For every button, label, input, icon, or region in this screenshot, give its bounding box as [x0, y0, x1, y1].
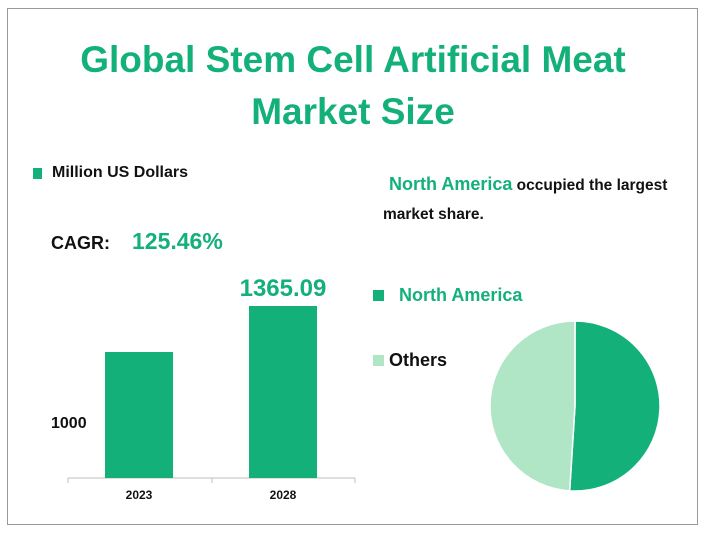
- pie-legend-label: North America: [399, 285, 523, 305]
- pie-legend-label: Others: [389, 350, 448, 370]
- pie-legend-item-north-america: North America: [373, 285, 522, 306]
- legend-swatch-others-icon: [373, 355, 384, 366]
- market-note-highlight: North America: [389, 174, 513, 194]
- market-note: North America occupied the largest marke…: [383, 170, 683, 229]
- page-title: Global Stem Cell Artificial Meat Market …: [0, 34, 706, 138]
- cagr-block: CAGR: 125.46%: [51, 228, 223, 255]
- pie-slice-others: [489, 320, 576, 492]
- cagr-label: CAGR:: [51, 233, 110, 253]
- x-tick-label-2028: 2028: [270, 488, 297, 502]
- cagr-value: 125.46%: [132, 228, 223, 254]
- pie-slice-north-america: [568, 320, 661, 492]
- data-label-2028: 1365.09: [240, 275, 327, 302]
- legend-swatch-icon: [33, 167, 42, 179]
- legend-swatch-north-america-icon: [373, 290, 384, 301]
- bar-legend: Million US Dollars: [33, 164, 188, 182]
- bar-2023: [105, 352, 173, 478]
- data-label-2023: 1000: [51, 415, 87, 432]
- market-note-text: occupied the largest market share.: [383, 177, 668, 223]
- pie-legend-item-others: Others: [373, 350, 447, 371]
- title-line-1: Global Stem Cell Artificial Meat: [80, 39, 626, 80]
- bar-2028: [249, 306, 317, 478]
- title-line-2: Market Size: [251, 91, 455, 132]
- legend-label-unit: Million US Dollars: [52, 164, 189, 181]
- x-tick-label-2023: 2023: [126, 488, 153, 502]
